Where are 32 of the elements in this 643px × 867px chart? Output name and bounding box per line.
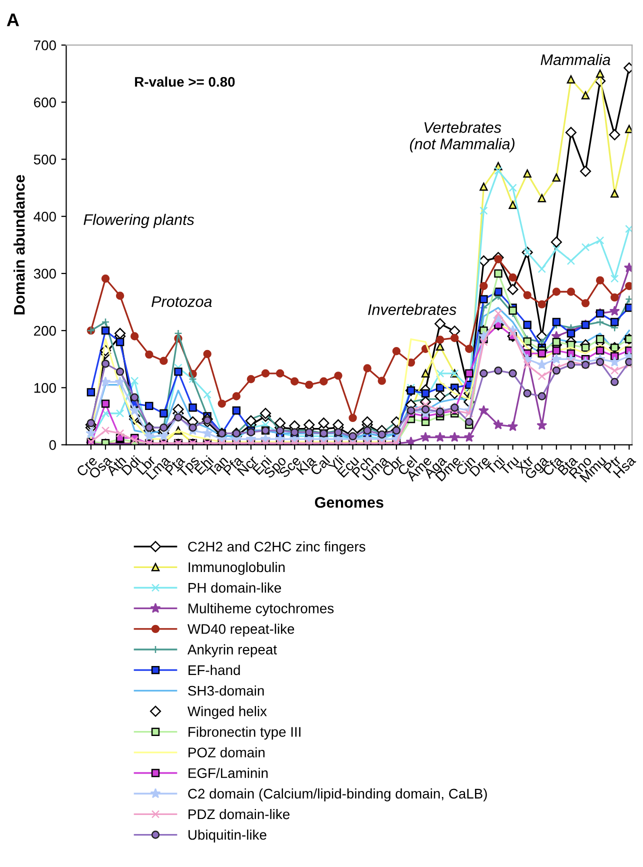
legend-label: Immunoglobulin [188, 562, 285, 575]
annotation: R-value >= 0.80 [135, 76, 235, 87]
annotation: Invertebrates [368, 304, 456, 315]
text: A [6, 14, 19, 26]
y-tick-label: 700 [34, 40, 56, 50]
annotation: Vertebrates (not Mammalia) [410, 122, 514, 152]
y-tick-label: 0 [49, 440, 56, 450]
legend-label: Ubiquitin-like [188, 830, 266, 843]
y-axis-title: Domain abundance [14, 174, 25, 314]
legend-label: POZ domain [188, 747, 265, 758]
annotation: Flowering plants [84, 214, 194, 228]
x-axis-title: Genomes [314, 496, 384, 508]
annotation: Protozoa [152, 296, 212, 307]
legend-label: PH domain-like [188, 582, 281, 593]
legend-label: SH3-domain [188, 685, 264, 696]
legend-label: EGF/Laminin [188, 768, 268, 778]
legend-label: Multiheme cytochromes [188, 603, 334, 616]
legend-label: Fibronectin type III [188, 726, 300, 740]
legend-label: EF-hand [188, 664, 240, 676]
legend-label: C2 domain (Calcium/lipid-binding domain, CaLB) [188, 788, 487, 802]
legend-label: PDZ domain-like [188, 808, 290, 820]
legend-label: Ankyrin repeat [187, 644, 277, 658]
annotation: Mammalia [540, 54, 610, 66]
y-tick-label: 200 [34, 326, 56, 336]
y-tick-label: 600 [34, 98, 56, 108]
y-tick-label: 400 [34, 212, 56, 222]
legend-label: WD40 repeat-like [188, 624, 294, 637]
y-tick-label: 100 [34, 383, 56, 393]
y-tick-label: 500 [34, 154, 56, 164]
legend-label: Winged helix [188, 706, 267, 720]
y-tick-label: 300 [34, 268, 56, 279]
legend-label: C2H2 and C2HC zinc fingers [188, 541, 366, 554]
